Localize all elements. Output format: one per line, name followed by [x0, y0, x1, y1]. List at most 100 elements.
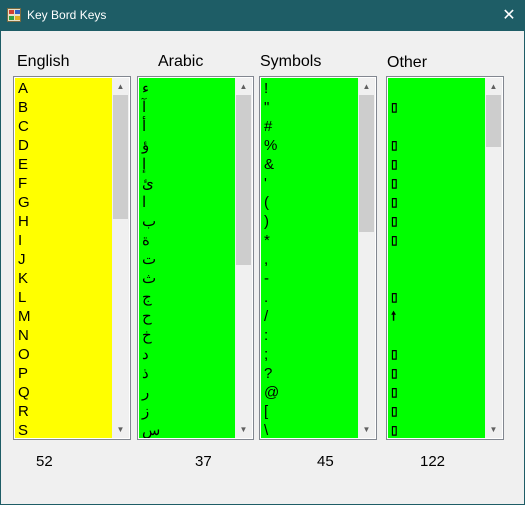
list-item[interactable]: إ [142, 156, 147, 173]
list-item[interactable]: [ [264, 403, 269, 420]
list-item[interactable]: A [18, 80, 29, 97]
list-item[interactable]: أ [142, 118, 147, 135]
list-item[interactable]: S [18, 422, 29, 438]
list-item[interactable]: ة [142, 232, 150, 249]
list-item[interactable]: # [264, 118, 273, 135]
list-item[interactable]: آ [142, 99, 147, 116]
list-item[interactable]: E [18, 156, 29, 173]
list-item[interactable]: ▯ [391, 347, 398, 361]
list-item[interactable]: ▯ [391, 176, 398, 190]
list-item[interactable]: N [18, 327, 29, 344]
list-item[interactable]: ء [142, 80, 150, 97]
list-item[interactable]: ) [264, 213, 269, 230]
list-item[interactable]: @ [264, 384, 280, 401]
list-item[interactable]: O [18, 346, 30, 363]
english-count: 52 [36, 453, 53, 470]
list-item[interactable]: J [18, 251, 26, 268]
list-item[interactable] [388, 326, 485, 345]
list-item[interactable]: G [18, 194, 30, 211]
english-scrollbar[interactable]: ▲ ▼ [112, 78, 129, 438]
list-item[interactable]: ا [142, 194, 147, 211]
scrollbar-thumb[interactable] [113, 95, 128, 219]
scrollbar-thumb[interactable] [359, 95, 374, 232]
list-item[interactable]: K [18, 270, 29, 287]
list-item[interactable]: ح [142, 308, 152, 325]
list-item[interactable]: B [18, 99, 29, 116]
list-item[interactable]: R [18, 403, 29, 420]
list-item[interactable]: ? [264, 365, 273, 382]
list-item[interactable]: ; [264, 346, 269, 363]
scroll-up-arrow-icon[interactable]: ▲ [239, 82, 248, 91]
list-item[interactable]: ب [142, 213, 157, 230]
scrollbar-thumb[interactable] [486, 95, 501, 147]
scroll-down-arrow-icon[interactable]: ▼ [116, 425, 125, 434]
list-item[interactable]: ▯ [391, 157, 398, 171]
scroll-up-arrow-icon[interactable]: ▲ [116, 82, 125, 91]
symbols-listbox[interactable]: ! " #% & ' () *, -. /:;? @ [ \ ▲ ▼ [259, 76, 377, 440]
list-item[interactable]: خ [142, 327, 152, 344]
list-item[interactable]: I [18, 232, 23, 249]
list-item[interactable]: ئ [142, 175, 154, 192]
list-item[interactable]: ث [142, 270, 157, 287]
list-item[interactable]: ر [142, 384, 150, 401]
list-item[interactable]: ▯ [391, 290, 398, 304]
list-item[interactable]: L [18, 289, 27, 306]
list-item[interactable]: د [142, 346, 149, 363]
title-bar[interactable]: Key Bord Keys ✕ [1, 1, 524, 31]
list-item[interactable]: % [264, 137, 278, 154]
list-item[interactable]: : [264, 327, 269, 344]
list-item[interactable]: Q [18, 384, 30, 401]
list-item[interactable]: ▯ [391, 233, 398, 247]
list-item[interactable]: ( [264, 194, 269, 211]
list-item[interactable]: D [18, 137, 29, 154]
list-item[interactable]: * [264, 232, 270, 249]
list-item[interactable]: P [18, 365, 29, 382]
list-item[interactable]: ز [142, 403, 150, 420]
list-item[interactable]: ! [264, 80, 269, 97]
list-item[interactable]: & [264, 156, 275, 173]
list-item[interactable]: 🠕 [391, 309, 397, 323]
scrollbar-thumb[interactable] [236, 95, 251, 265]
list-item[interactable]: ▯ [391, 366, 398, 380]
list-item[interactable]: ▯ [391, 404, 398, 418]
list-item[interactable]: ج [142, 289, 152, 306]
list-item[interactable]: س [142, 422, 161, 438]
symbols-scrollbar[interactable]: ▲ ▼ [358, 78, 375, 438]
list-item[interactable] [388, 79, 485, 98]
list-item[interactable]: \ [264, 422, 269, 438]
list-item[interactable] [388, 117, 485, 136]
list-item[interactable]: ذ [142, 365, 149, 382]
list-item[interactable]: ؤ [142, 137, 150, 154]
list-item[interactable]: F [18, 175, 28, 192]
list-item[interactable]: ▯ [391, 423, 398, 437]
list-item[interactable]: ' [264, 175, 267, 192]
close-button[interactable]: ✕ [494, 1, 524, 31]
list-item[interactable]: - [264, 270, 269, 287]
list-item[interactable]: " [264, 99, 270, 116]
list-item[interactable]: , [264, 251, 269, 268]
list-item[interactable]: ▯ [391, 385, 398, 399]
list-item[interactable]: M [18, 308, 31, 325]
list-item[interactable]: ▯ [391, 138, 398, 152]
list-item[interactable]: ▯ [391, 100, 398, 114]
arabic-scrollbar[interactable]: ▲ ▼ [235, 78, 252, 438]
list-item[interactable]: / [264, 308, 269, 325]
list-item[interactable]: ▯ [391, 195, 398, 209]
other-scrollbar[interactable]: ▲ ▼ [485, 78, 502, 438]
other-listbox[interactable]: ▯ ▯ ▯ ▯ ▯ ▯ ▯ ▯ 🠕 ▯ ▯ ▯ ▯ ▯ ▲ ▼ [386, 76, 504, 440]
scroll-down-arrow-icon[interactable]: ▼ [489, 425, 498, 434]
scroll-up-arrow-icon[interactable]: ▲ [362, 82, 371, 91]
list-item[interactable] [388, 269, 485, 288]
list-item[interactable]: C [18, 118, 29, 135]
list-item[interactable] [388, 250, 485, 269]
application-icon[interactable] [7, 8, 21, 22]
scroll-down-arrow-icon[interactable]: ▼ [362, 425, 371, 434]
list-item[interactable]: ▯ [391, 214, 398, 228]
list-item[interactable]: . [264, 289, 269, 306]
scroll-up-arrow-icon[interactable]: ▲ [489, 82, 498, 91]
scroll-down-arrow-icon[interactable]: ▼ [239, 425, 248, 434]
list-item[interactable]: H [18, 213, 29, 230]
list-item[interactable]: ت [142, 251, 157, 268]
